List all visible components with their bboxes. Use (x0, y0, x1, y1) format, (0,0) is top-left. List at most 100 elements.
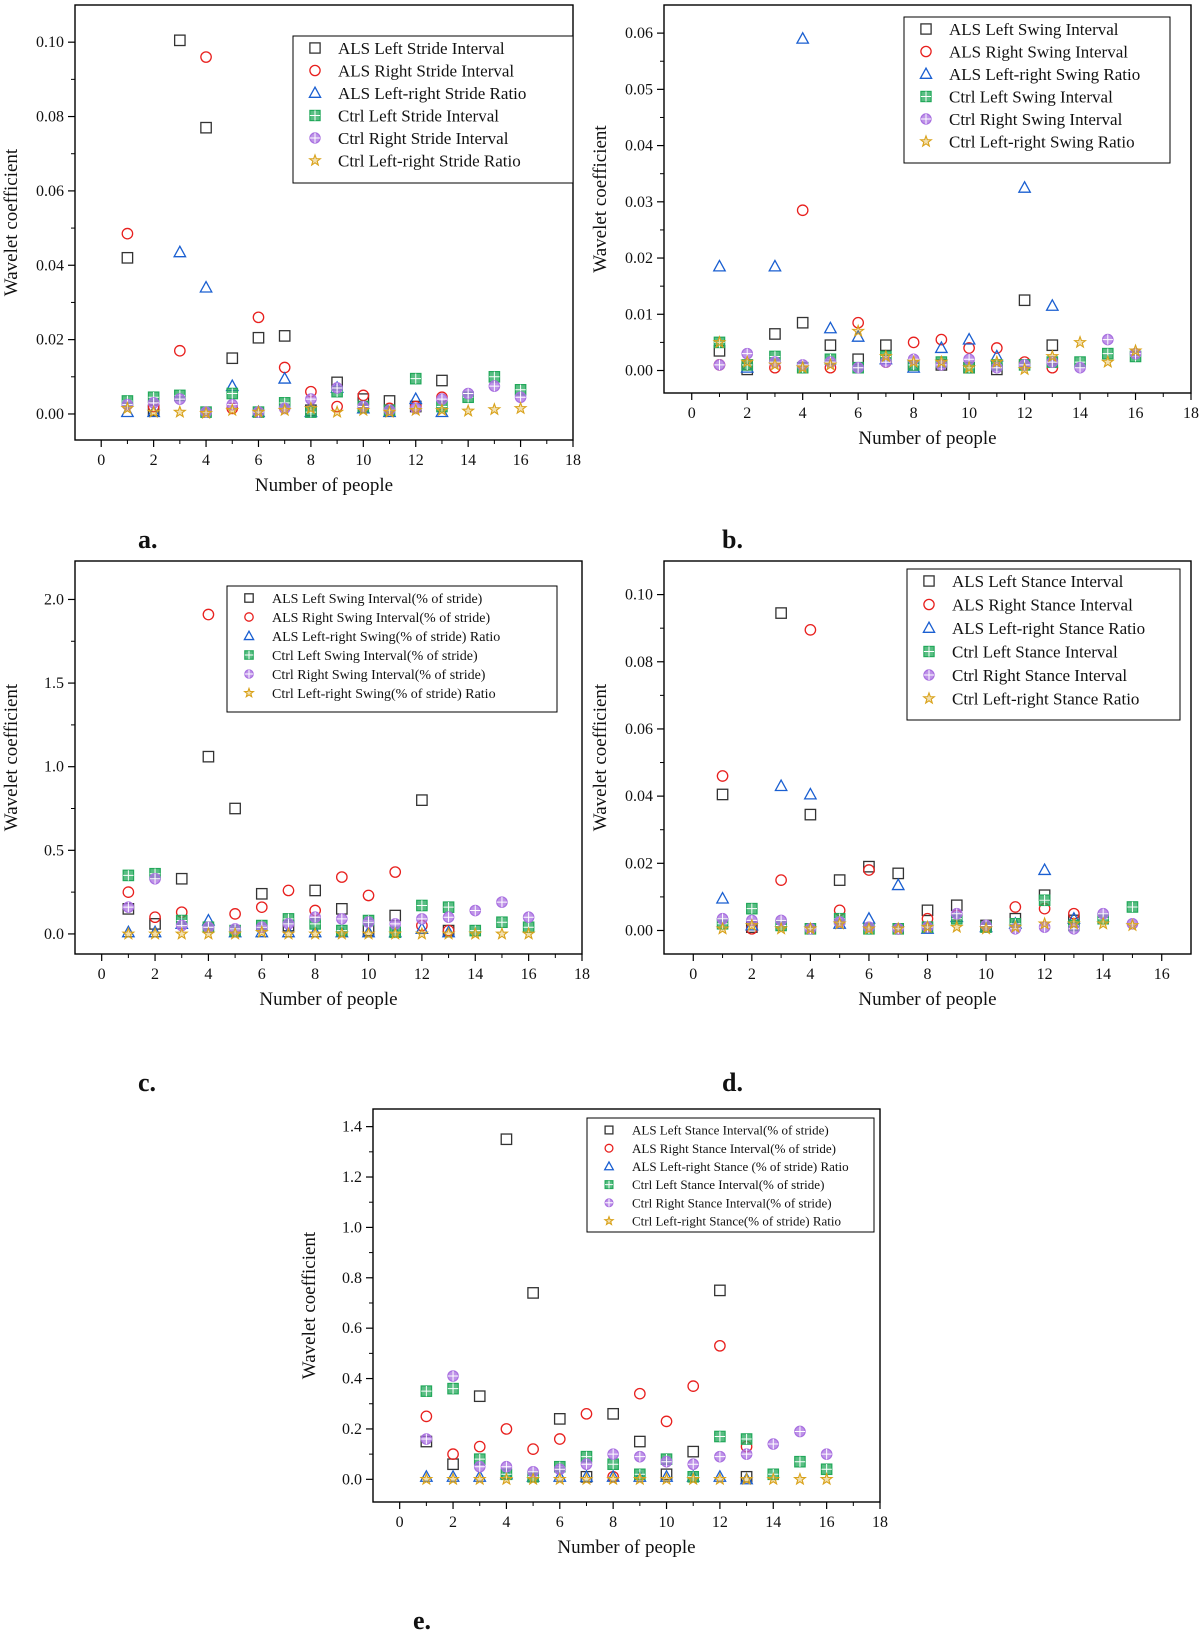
chart-4-s6-point-12 (1037, 916, 1052, 930)
chart-5-s2-point-2 (447, 1448, 459, 1460)
chart-3-legend-label-6: Ctrl Left-right Swing(% of stride) Ratio (272, 687, 496, 702)
chart-4-legend-box (906, 568, 1181, 721)
chart-3-s5-point-1-cross (123, 901, 134, 913)
chart-4-s3-point-12-shape (1037, 862, 1052, 876)
chart-2-legend-label-3: ALS Left-right Swing Ratio (949, 65, 1140, 84)
chart-5-s5-point-11-cross (688, 1459, 699, 1470)
chart-1-s2-point-9 (331, 400, 343, 413)
chart-4-s3-point-4 (803, 787, 818, 800)
chart-4-s4-point-2 (746, 902, 758, 915)
chart-5-ytick-label-6: 1.2 (342, 1169, 362, 1186)
chart-3-s6-point-7 (281, 926, 296, 940)
chart-2-s1-point-13 (1046, 339, 1059, 352)
chart-5-s6-point-16-shape (819, 1471, 834, 1486)
chart-3-legend-marker-3 (243, 629, 255, 641)
chart-2-s6-point-3-shape (767, 357, 782, 371)
chart-1-s6-point-6 (251, 404, 266, 419)
chart-1-legend-marker-3-shape (308, 85, 322, 98)
chart-4-xtick-label-3: 6 (865, 966, 873, 983)
chart-5-s6-point-2-shape (446, 1471, 461, 1486)
chart-3-s1-point-8-shape (309, 884, 322, 897)
chart-2-s2-point-11-shape (990, 342, 1003, 354)
chart-3-s2-point-5 (229, 908, 241, 920)
chart-2-s3-point-13 (1045, 298, 1060, 311)
chart-3-xtick-label-4: 8 (311, 966, 319, 983)
chart-3-s6-point-13-shape (441, 926, 456, 940)
chart-5-s6-point-8-shape (606, 1471, 621, 1486)
chart-4-xtick-label-8: 16 (1154, 966, 1170, 983)
chart-1-xlabel: Number of people (255, 475, 393, 496)
chart-3-s6-point-8-shape (308, 926, 323, 940)
chart-1-xtick-label-2: 4 (202, 452, 210, 469)
chart-2-frame (663, 4, 1192, 394)
chart-2-s5-point-1-cross (714, 359, 725, 371)
chart-5-xtick-label-2: 4 (502, 1514, 510, 1531)
chart-4-s5-point-9 (950, 907, 963, 920)
chart-4-s2-point-1-shape (716, 770, 729, 782)
chart-3-s2-point-10 (362, 889, 375, 902)
chart-4-ylabel: Wavelet coefficient (590, 683, 611, 831)
chart-3-s6-point-3 (174, 926, 189, 940)
chart-5-legend-label-6: Ctrl Left-right Stance(% of stride) Rati… (632, 1214, 841, 1229)
chart-3-s5-point-1 (122, 901, 135, 913)
chart-2-s3-point-12-shape (1017, 180, 1032, 193)
chart-3-s6-point-2 (148, 926, 163, 940)
chart-1-s1-point-3 (173, 34, 186, 47)
chart-1-xtick-label-9: 18 (565, 452, 581, 469)
chart-3-legend-label-3: ALS Left-right Swing(% of stride) Ratio (272, 630, 500, 645)
chart-4-xtick-label-0: 0 (689, 966, 697, 983)
chart-5-s4-point-15 (794, 1455, 806, 1468)
chart-2-s6-point-11 (989, 354, 1004, 369)
chart-4-s6-point-10 (979, 921, 994, 935)
chart-3-s6-point-11-shape (388, 926, 403, 940)
chart-1-s6-point-15-shape (487, 402, 502, 416)
chart-2-s6-point-9 (934, 354, 949, 369)
chart-4-s2-point-6-shape (863, 864, 875, 876)
chart-2-s6-point-7-shape (878, 349, 893, 363)
chart-3-s5-point-13-cross (443, 912, 454, 923)
chart-1-s2-point-7-shape (278, 361, 291, 374)
chart-5-xtick-label-5: 10 (659, 1514, 675, 1531)
chart-4-s4-point-12 (1038, 894, 1051, 907)
chart-4-s1-point-4 (804, 808, 817, 821)
chart-4-xtick-label-4: 8 (924, 966, 932, 983)
chart-2-s6-point-9-shape (934, 354, 949, 369)
chart-3-legend-marker-6-shape (243, 686, 255, 699)
chart-5-s1-point-9 (633, 1435, 646, 1448)
chart-5-s6-point-2 (446, 1471, 461, 1486)
chart-3-s5-point-15 (496, 896, 508, 908)
chart-2-s2-point-4-shape (796, 204, 809, 217)
chart-2-legend-marker-3-shape (919, 66, 933, 79)
chart-2-s3-point-3 (768, 259, 782, 272)
chart-3-s2-point-6 (255, 901, 268, 914)
chart-2-s6-point-15-shape (1100, 354, 1115, 369)
chart-1-s2-point-3 (173, 344, 186, 357)
panel-label-a: a. (138, 525, 158, 554)
chart-3-s2-point-1 (122, 886, 135, 898)
chart-5-s1-point-11-shape (687, 1445, 700, 1458)
chart-5-s5-point-9 (634, 1450, 646, 1463)
chart-3-s4-point-15-cross (496, 917, 508, 928)
chart-5-s5-point-12-cross (714, 1451, 726, 1462)
chart-4-xtick-label-6: 12 (1037, 966, 1053, 983)
chart-3-ytick-label-0: 0.0 (44, 926, 64, 943)
chart-3-s1-point-12 (416, 794, 428, 806)
chart-5-s6-point-7-shape (579, 1471, 594, 1486)
chart-2-s6-point-12-shape (1017, 362, 1032, 376)
chart-1-s6-point-8-shape (303, 401, 318, 415)
chart-1-xtick-label-6: 12 (408, 452, 424, 469)
chart-1-xtick-label-8: 16 (513, 452, 529, 469)
chart-4-legend-marker-3-shape (922, 620, 936, 633)
chart-5-s5-point-1 (420, 1433, 433, 1445)
chart-3-xtick-label-9: 18 (574, 966, 590, 983)
chart-3-series-6 (121, 924, 536, 940)
chart-5-s1-point-4-shape (500, 1133, 513, 1146)
chart-2-series-6 (712, 323, 1143, 376)
chart-4-s1-point-3-shape (775, 607, 787, 619)
chart-5-legend-label-4: Ctrl Left Stance Interval(% of stride) (632, 1177, 824, 1192)
chart-4-s3-point-1 (715, 891, 730, 904)
chart-3-s2-point-5-shape (229, 908, 241, 920)
chart-1-xtick-label-1: 2 (150, 452, 158, 469)
chart-1-s1-point-3-shape (173, 34, 186, 47)
chart-2-ytick-label-1: 0.01 (625, 306, 653, 323)
